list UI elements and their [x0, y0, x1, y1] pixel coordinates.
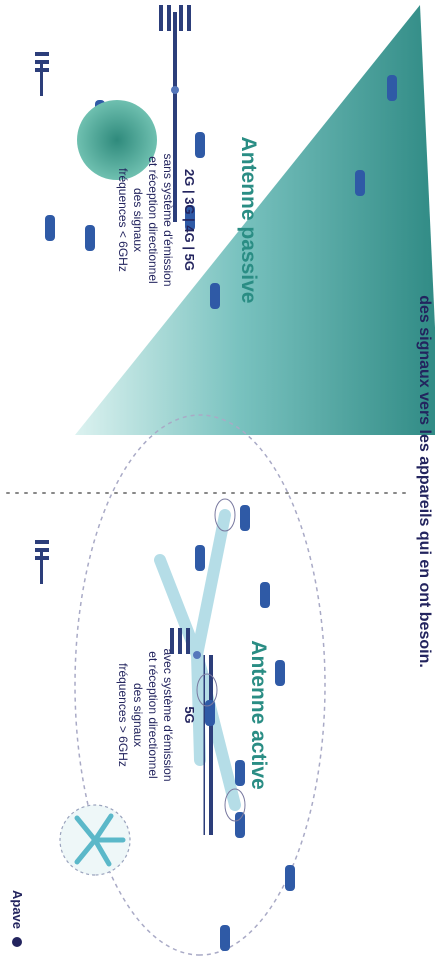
active-beam-icon — [59, 804, 131, 876]
active-beams — [154, 509, 241, 811]
passive-antenna-generations: 2G | 3G | 4G | 5G — [182, 169, 197, 271]
header-caption: des signaux vers les appareils qui en on… — [416, 295, 433, 668]
brand-label: Apave — [10, 890, 25, 930]
active-users — [195, 505, 295, 951]
active-antenna-title: Antenne active — [247, 640, 270, 790]
passive-antenna-mast — [159, 5, 191, 222]
brand-icon — [12, 937, 22, 947]
passive-legend-icon — [35, 52, 49, 96]
active-user-rings — [196, 498, 246, 822]
active-legend-icon — [35, 540, 49, 584]
passive-antenna-title: Antenne passive — [237, 136, 260, 304]
passive-coverage-cone — [75, 5, 435, 435]
passive-antenna-description: sans système d'émission et réception dir… — [116, 153, 175, 287]
active-coverage-area — [74, 414, 326, 956]
active-antenna-generation: 5G — [182, 706, 197, 724]
active-antenna-description: avec système d'émission et réception dir… — [116, 648, 175, 782]
passive-signal-dot — [77, 100, 157, 180]
